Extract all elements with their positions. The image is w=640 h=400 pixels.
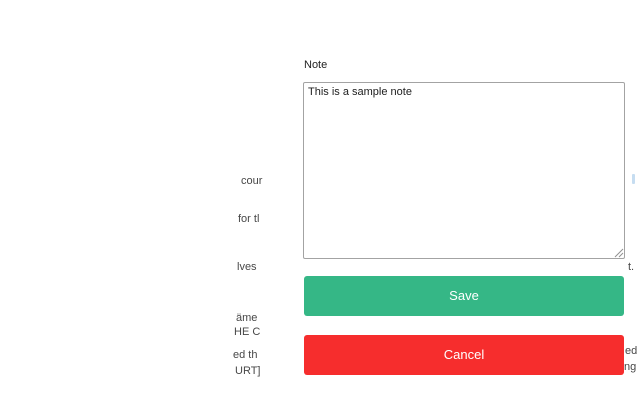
underlying-text-fragment: ng <box>624 361 637 373</box>
note-label: Note <box>304 59 328 71</box>
underlying-text-fragment: äme <box>236 312 258 324</box>
underlying-text-fragment: ed <box>625 345 638 357</box>
underlying-text-fragment: cour <box>241 175 263 187</box>
underlying-text-fragment: lves <box>237 261 257 273</box>
save-button[interactable]: Save <box>304 276 624 316</box>
note-textarea[interactable]: This is a sample note <box>303 82 625 259</box>
cancel-button[interactable]: Cancel <box>304 335 624 375</box>
underlying-text-fragment: ed th <box>233 349 258 361</box>
underlying-text-fragment: t. <box>628 261 635 273</box>
underlying-highlight-fragment <box>632 174 635 184</box>
underlying-text-fragment: URT] <box>235 365 261 377</box>
underlying-text-fragment: for tl <box>238 213 260 225</box>
underlying-text-fragment: HE C <box>234 326 261 338</box>
